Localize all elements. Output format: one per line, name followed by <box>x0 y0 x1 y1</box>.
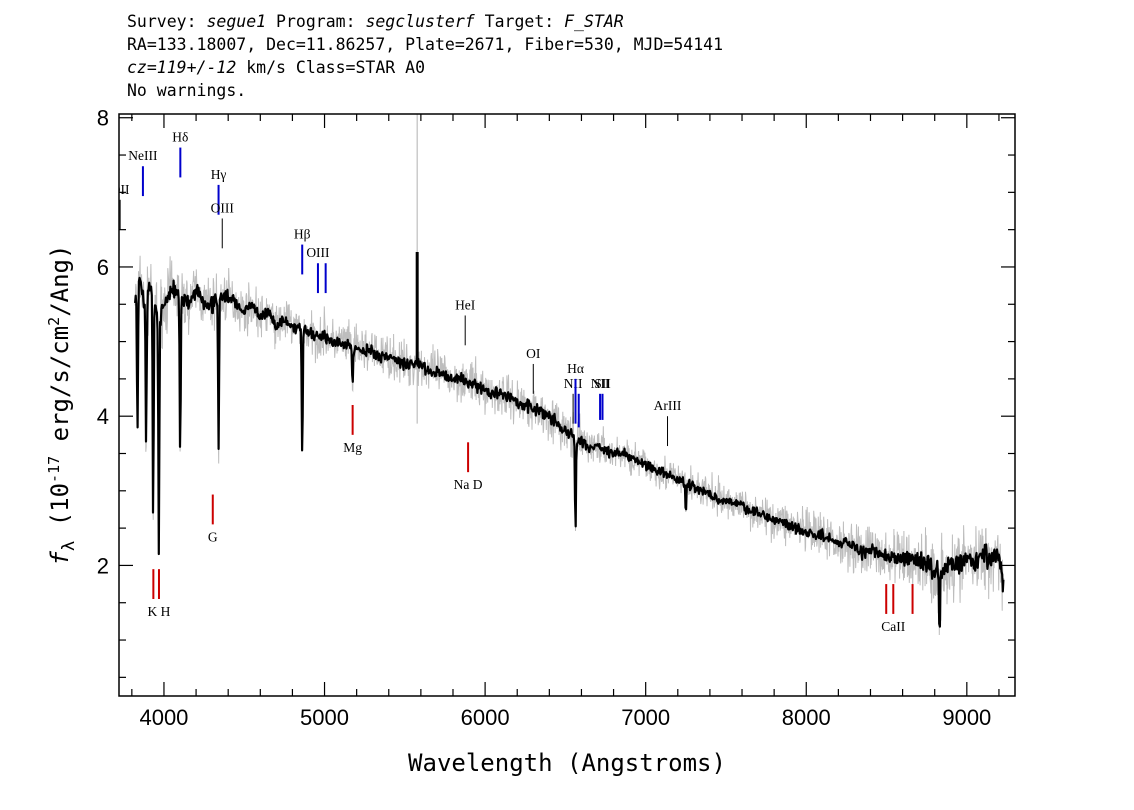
absorption-line-label-4: Na D <box>454 477 483 492</box>
emission-line-label-5: Hβ <box>294 227 311 242</box>
smoothed-flux-line <box>134 276 1005 628</box>
program-label: Program: <box>266 12 366 31</box>
emission-line-label-2: Hδ <box>172 130 188 145</box>
spectral-lines-layer: OIINeIIIHδHγOIIIHβOIIIHeIOINIIHαNIISIIAr… <box>111 130 914 634</box>
smoothed-flux-layer <box>134 252 1005 628</box>
emission-line-label-6: OIII <box>306 245 330 260</box>
program-value: segclusterf <box>365 12 475 31</box>
x-tick-label-4: 8000 <box>782 705 831 730</box>
plot-frame <box>118 113 1016 697</box>
x-tick-label-1: 5000 <box>300 705 349 730</box>
absorption-line-label-6: CaII <box>881 619 905 634</box>
survey-value: segue1 <box>206 12 267 31</box>
header-line-coordinates: RA=133.18007, Dec=11.86257, Plate=2671, … <box>127 35 724 54</box>
emission-line-label-10: NII <box>564 376 583 391</box>
x-axis-title: Wavelength (Angstroms) <box>408 749 726 777</box>
absorption-line-label-1: K H <box>148 604 171 619</box>
emission-line-label-13: NII <box>591 376 610 391</box>
header-line-redshift: cz=119+/-12 km/s Class=STAR A0 <box>127 56 723 79</box>
emission-line-label-3: Hγ <box>211 167 227 182</box>
x-tick-label-0: 4000 <box>139 705 188 730</box>
emission-line-label-14: SII <box>594 376 611 391</box>
absorption-line-label-2: G <box>208 529 218 544</box>
y-axis-title: fλ (10-17 erg/s/cm2/Ang) <box>45 245 79 566</box>
cz-value: cz=119+/-12 <box>127 58 237 77</box>
target-label: Target: <box>474 12 565 31</box>
target-value: F_STAR <box>564 12 624 31</box>
x-tick-label-2: 6000 <box>461 705 510 730</box>
axes-layer: 4000 5000 6000 7000 8000 9000 2 4 6 8 <box>97 106 1016 730</box>
emission-line-label-0: OII <box>111 182 130 197</box>
emission-line-label-9: OI <box>526 346 541 361</box>
emission-line-label-4: OIII <box>211 200 235 215</box>
y-tick-label-1: 4 <box>97 404 109 429</box>
x-tick-label-5: 9000 <box>942 705 991 730</box>
y-tick-label-3: 8 <box>97 106 109 131</box>
emission-line-label-11: Hα <box>567 361 584 376</box>
header-line-survey: Survey: segue1 Program: segclusterf Targ… <box>127 10 723 33</box>
spectrum-header: Survey: segue1 Program: segclusterf Targ… <box>127 10 723 102</box>
y-tick-label-2: 6 <box>97 255 109 280</box>
emission-line-label-15: ArIII <box>654 398 682 413</box>
class-value: km/s Class=STAR A0 <box>236 58 426 77</box>
y-tick-label-0: 2 <box>97 553 109 578</box>
emission-line-label-1: NeIII <box>128 148 158 163</box>
absorption-line-label-3: Mg <box>343 440 362 455</box>
svg-text:fλ (10-17 erg/s/cm2/Ang): fλ (10-17 erg/s/cm2/Ang) <box>45 245 79 566</box>
survey-label: Survey: <box>127 12 207 31</box>
header-line-warnings: No warnings. <box>127 81 247 100</box>
x-tick-label-3: 7000 <box>621 705 670 730</box>
emission-line-label-8: HeI <box>455 297 476 312</box>
